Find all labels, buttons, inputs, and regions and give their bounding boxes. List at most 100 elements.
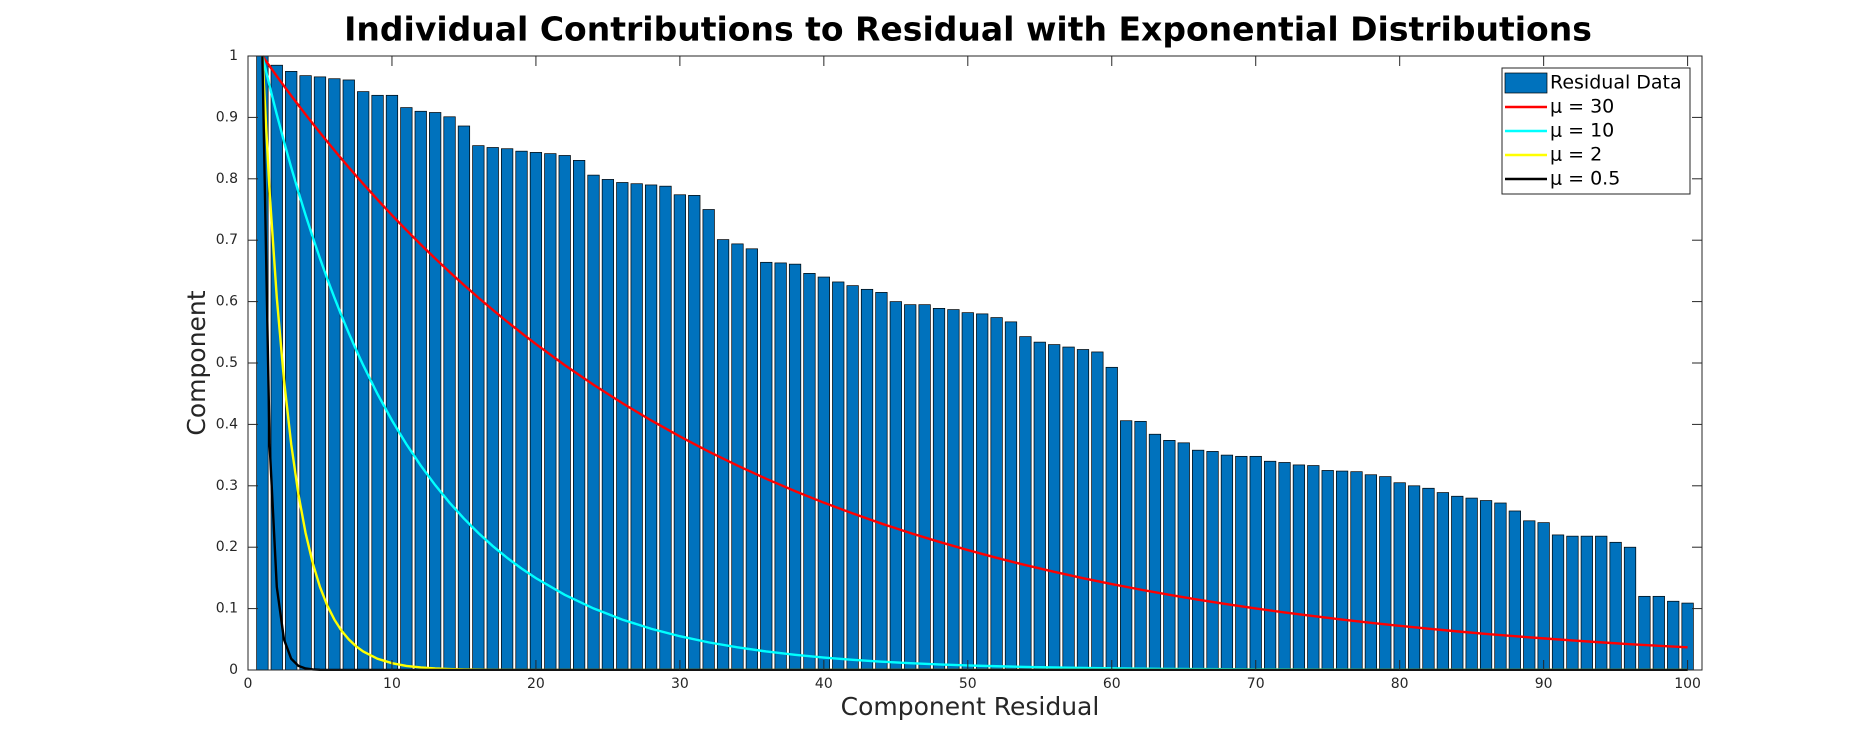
bar [1609, 541, 1622, 671]
bar [961, 312, 974, 671]
bar [1278, 462, 1291, 671]
bar [285, 70, 298, 671]
bar [947, 309, 960, 671]
x-tick-label: 30 [671, 676, 689, 692]
bar [990, 317, 1003, 671]
x-tick-label: 90 [1535, 676, 1553, 692]
bar [1120, 420, 1133, 671]
bar [1350, 471, 1363, 671]
legend-label: μ = 0.5 [1550, 168, 1620, 190]
bar [1192, 449, 1205, 671]
bar [486, 147, 499, 671]
bar [544, 153, 557, 671]
bar [1681, 602, 1694, 671]
y-axis-label: Component [182, 290, 211, 435]
bar [1235, 455, 1248, 671]
bar [457, 125, 471, 671]
y-tick-label: 0.5 [216, 355, 238, 371]
bar [1451, 495, 1464, 671]
bar [817, 276, 830, 671]
bar [1667, 600, 1680, 671]
bar [904, 304, 917, 671]
bar [1436, 492, 1449, 671]
bar [731, 243, 744, 671]
bar [788, 263, 802, 671]
bar [1048, 344, 1061, 671]
bar [1321, 470, 1334, 671]
bar [1595, 535, 1608, 671]
x-tick-label: 0 [244, 676, 253, 692]
bar [918, 304, 931, 671]
bar [1105, 366, 1118, 671]
bar [1551, 534, 1565, 671]
bar [1364, 474, 1377, 671]
legend-label: μ = 2 [1550, 144, 1602, 166]
bar [1580, 535, 1593, 671]
bar [688, 195, 701, 671]
x-tick-label: 40 [815, 676, 833, 692]
bar [1523, 520, 1536, 671]
bar [702, 209, 715, 671]
bar [803, 273, 816, 671]
y-tick-label: 1 [229, 48, 238, 64]
bar [313, 76, 327, 671]
bar [1407, 485, 1421, 671]
bar [385, 94, 399, 671]
bar [328, 78, 341, 671]
bar [429, 112, 442, 671]
y-tick-label: 0.6 [216, 294, 238, 310]
bar [601, 179, 615, 671]
bar [400, 107, 413, 671]
y-tick-label: 0 [229, 662, 238, 678]
bar [1479, 500, 1493, 671]
bar [501, 148, 514, 671]
bar [587, 174, 600, 671]
bar [1249, 455, 1262, 671]
bar [443, 116, 456, 671]
bar [1652, 595, 1665, 671]
bar [1335, 470, 1349, 671]
bar [760, 261, 773, 671]
x-tick-label: 100 [1674, 676, 1701, 692]
bar [371, 94, 384, 671]
bar [616, 182, 629, 671]
bar [1134, 420, 1147, 671]
bar [1019, 336, 1032, 671]
bar [529, 152, 543, 671]
bar [1004, 321, 1018, 671]
bar [716, 239, 730, 671]
bar [673, 194, 686, 671]
bar [875, 292, 888, 671]
legend-label: Residual Data [1550, 72, 1682, 94]
bar [472, 145, 485, 671]
bar [1163, 440, 1176, 671]
x-tick-label: 60 [1103, 676, 1121, 692]
bar [573, 160, 586, 671]
bar [1494, 502, 1507, 671]
bar [774, 262, 787, 671]
bar [745, 248, 758, 671]
bar [976, 313, 989, 671]
bar [860, 288, 874, 671]
x-tick-label: 20 [527, 676, 545, 692]
bar [299, 75, 312, 671]
chart-title: Individual Contributions to Residual wit… [344, 10, 1592, 49]
bar [1220, 454, 1234, 671]
bar [630, 183, 643, 671]
bar [932, 308, 946, 671]
bar [1566, 535, 1579, 671]
y-tick-label: 0.7 [216, 232, 238, 248]
bar [1206, 451, 1219, 671]
x-tick-label: 70 [1247, 676, 1265, 692]
bar [1508, 510, 1521, 671]
y-tick-label: 0.9 [216, 109, 238, 125]
bar [1623, 546, 1637, 671]
legend-label: μ = 30 [1550, 96, 1614, 118]
bar [1292, 464, 1306, 671]
line [261, 55, 1688, 649]
bar [832, 281, 845, 671]
y-tick-label: 0.4 [216, 416, 238, 432]
bar [1537, 522, 1550, 671]
legend-label: μ = 10 [1550, 120, 1614, 142]
